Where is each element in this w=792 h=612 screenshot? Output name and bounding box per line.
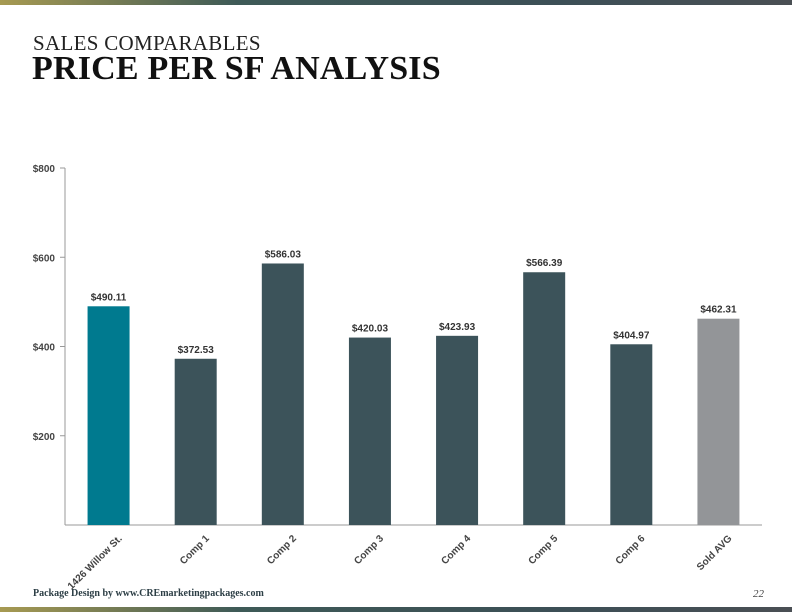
bar-value-label: $372.53 <box>178 345 215 356</box>
bar <box>697 318 740 525</box>
bar <box>348 337 391 525</box>
page-number: 22 <box>753 588 764 600</box>
category-label: Sold AVG <box>695 533 735 573</box>
bar-value-label: $420.03 <box>352 324 389 335</box>
bar-value-label: $404.97 <box>613 330 650 341</box>
footer-credit: Package Design by www.CREmarketingpackag… <box>33 588 264 599</box>
bottom-accent-bar <box>0 607 792 612</box>
category-label: Comp 5 <box>527 533 561 567</box>
category-label: Comp 1 <box>178 533 212 567</box>
bar <box>174 358 217 525</box>
y-tick-label: $600 <box>33 253 56 264</box>
bar <box>523 272 566 525</box>
bar <box>87 306 130 525</box>
category-label: Comp 4 <box>439 533 473 567</box>
bar-value-label: $490.11 <box>91 292 127 303</box>
top-accent-bar <box>0 0 792 5</box>
category-label: Comp 6 <box>614 533 648 567</box>
page-title: PRICE PER SF ANALYSIS <box>32 50 441 87</box>
bar-value-label: $566.39 <box>526 258 563 269</box>
category-label: 1426 Willow St. <box>66 533 125 592</box>
y-tick-label: $200 <box>33 432 56 443</box>
category-label: Comp 2 <box>265 533 299 567</box>
bar <box>261 263 304 525</box>
y-tick-label: $400 <box>33 343 56 354</box>
page-subtitle: SALES COMPARABLES <box>33 31 261 55</box>
bar <box>610 344 653 525</box>
bar-value-label: $462.31 <box>700 305 737 316</box>
bar-value-label: $586.03 <box>265 249 302 260</box>
bar <box>436 335 479 525</box>
category-label: Comp 3 <box>352 533 386 567</box>
y-tick-label: $800 <box>33 164 56 175</box>
bar-value-label: $423.93 <box>439 322 476 333</box>
